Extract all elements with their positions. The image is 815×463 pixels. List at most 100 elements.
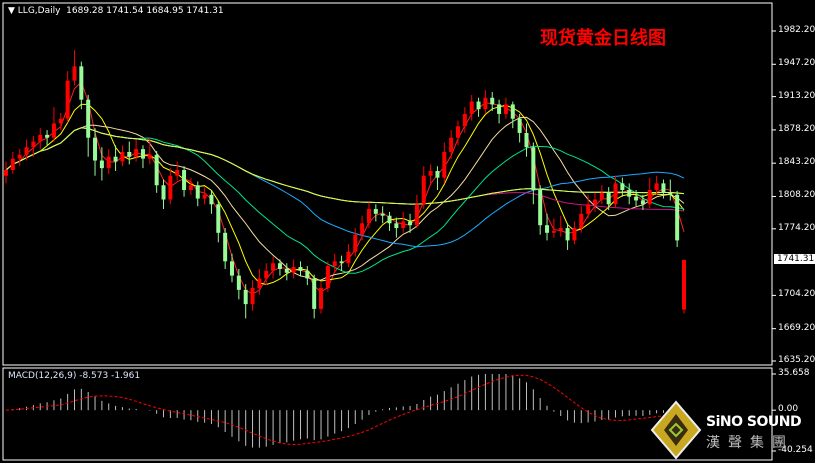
price-tick-label: 1774.20 <box>778 222 815 233</box>
candle-body <box>264 270 269 279</box>
triangle-down-icon[interactable]: ▼ <box>8 6 18 16</box>
candle-body <box>360 223 365 235</box>
logo-diamond-inner <box>664 414 688 446</box>
candle-body <box>428 170 433 176</box>
candle-body <box>497 104 502 114</box>
candle-body <box>640 200 645 205</box>
chart-title: 现货黄金日线图 <box>540 28 666 49</box>
candle-body <box>483 97 488 110</box>
candle-body <box>654 183 659 191</box>
candle-body <box>408 221 413 226</box>
candle-body <box>449 137 454 152</box>
logo-brand-cn: 漢聲集團 <box>706 435 794 451</box>
candle-body <box>250 287 255 305</box>
candle-body <box>592 199 597 205</box>
candle-body <box>572 228 577 241</box>
moving-average-line <box>5 81 685 295</box>
candle-body <box>120 151 125 162</box>
price-tick-label: 1843.20 <box>778 157 815 168</box>
candle-body <box>620 183 625 191</box>
candle-body <box>79 66 84 100</box>
candle-body <box>325 266 330 288</box>
candle-body <box>312 278 317 309</box>
candle-body <box>442 151 447 178</box>
candle-body <box>271 263 276 271</box>
ohlc-readout: 1689.28 1741.54 1684.95 1741.31 <box>66 6 224 16</box>
candle-body <box>627 190 632 197</box>
candle-body <box>469 101 474 114</box>
moving-average-line <box>5 103 685 286</box>
candle-body <box>565 228 570 241</box>
candle-body <box>140 149 145 159</box>
current-price-label: 1741.31 <box>774 254 815 265</box>
candle-body <box>209 194 214 205</box>
candle-body <box>31 141 36 148</box>
candle-body <box>414 204 419 226</box>
macd-tick-label: 0.00 <box>778 404 799 415</box>
candle-body <box>579 213 584 229</box>
candle-body <box>175 170 180 176</box>
candle-body <box>298 267 303 271</box>
candle-body <box>319 287 324 309</box>
candle-body <box>503 104 508 114</box>
candle-body <box>4 170 8 176</box>
candle-body <box>230 261 234 276</box>
candle-body <box>435 170 440 178</box>
candle-body <box>93 137 98 161</box>
price-tick-label: 1878.20 <box>778 123 815 134</box>
moving-average-line <box>5 127 685 205</box>
candle-body <box>353 234 358 252</box>
candle-body <box>634 196 639 201</box>
candle-body <box>113 156 118 162</box>
candle-body <box>284 268 289 273</box>
candle-body <box>10 158 15 171</box>
candle-body <box>538 190 543 226</box>
candle-body <box>182 170 187 191</box>
candle-body <box>551 230 556 233</box>
candle-body <box>524 132 529 148</box>
macd-signal-line <box>5 374 685 446</box>
candle-body <box>510 104 515 119</box>
candle-body <box>154 154 159 186</box>
candle-body <box>236 275 241 290</box>
candle-body <box>339 261 344 264</box>
macd-label: MACD(12,26,9) -8.573 -1.961 <box>8 371 141 381</box>
candle-body <box>277 263 282 269</box>
candle-body <box>17 154 22 159</box>
candle-body <box>86 99 91 138</box>
symbol-label: LLG,Daily <box>17 6 61 16</box>
candle-body <box>401 221 406 229</box>
price-tick-label: 1669.20 <box>778 322 815 333</box>
candle-body <box>127 151 132 157</box>
price-tick-label: 1635.20 <box>778 355 815 365</box>
candle-body <box>45 134 50 138</box>
candle-body <box>545 225 550 233</box>
candle-body <box>188 185 193 191</box>
candle-body <box>58 118 63 124</box>
candle-body <box>291 267 296 273</box>
candle-body <box>332 261 337 267</box>
candle-body <box>168 175 173 200</box>
candle-body <box>346 251 351 264</box>
candle-body <box>99 160 104 169</box>
candle-body <box>380 213 385 216</box>
candle-body <box>106 156 111 169</box>
candle-body <box>161 185 166 200</box>
candle-body <box>147 154 152 159</box>
price-tick-label: 1913.20 <box>778 90 815 101</box>
moving-average-line <box>5 127 685 212</box>
candle-body <box>223 232 228 262</box>
candle-body <box>51 123 56 138</box>
candle-body <box>586 204 591 214</box>
candle-body <box>24 147 29 155</box>
candle-body <box>613 183 618 205</box>
candle-body <box>72 66 77 81</box>
candle-body <box>387 215 392 224</box>
candle-body <box>599 192 604 200</box>
candle-body <box>134 149 139 157</box>
candle-body <box>195 185 200 199</box>
logo-brand: SiNO SOUND <box>706 414 802 430</box>
candle-body <box>490 97 495 105</box>
